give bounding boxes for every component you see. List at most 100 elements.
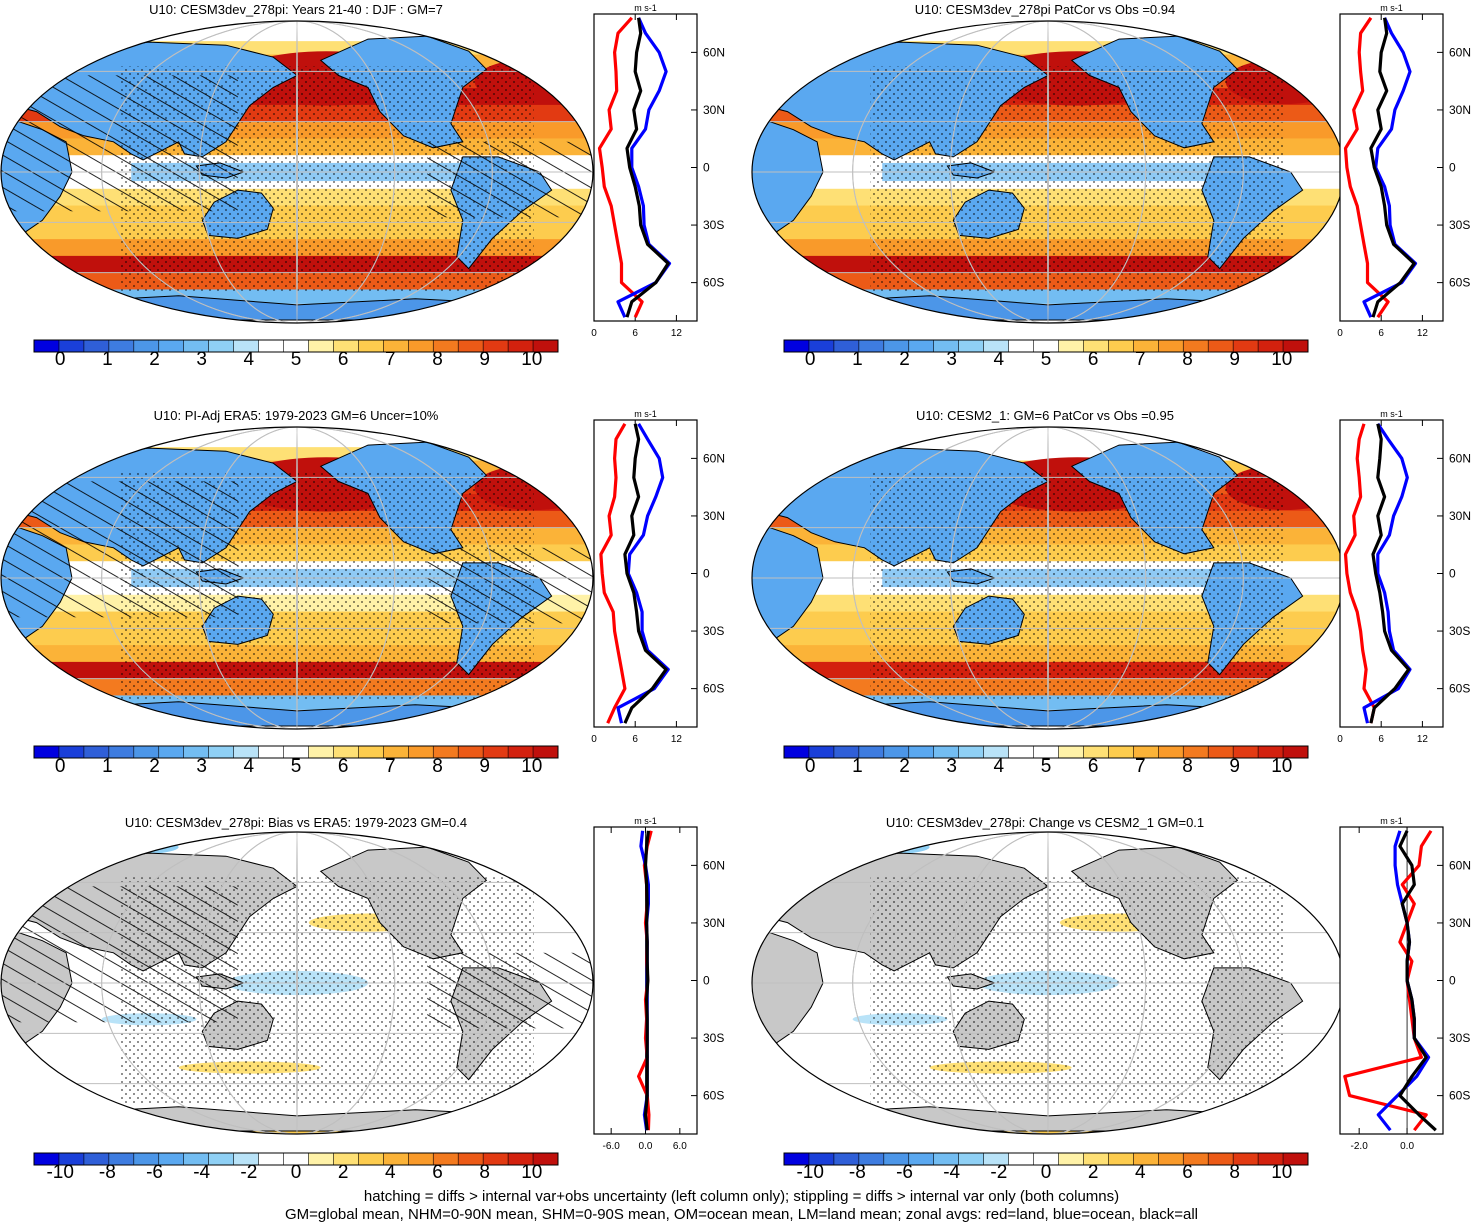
colorbar-cell — [283, 340, 309, 352]
graticule — [752, 427, 1344, 729]
colorbar-cell — [108, 340, 135, 352]
zonal-ytick-label: 60N — [1449, 858, 1471, 872]
colorbar-cell — [1033, 746, 1059, 758]
colorbar-cell — [784, 746, 810, 758]
colorbar-cell — [258, 340, 285, 352]
zonal-line-ocean — [1362, 422, 1412, 724]
colorbar-cell — [883, 1153, 910, 1165]
colorbar-cell — [333, 1153, 359, 1165]
zonal-xtick-label: 0.0 — [639, 1141, 653, 1152]
zonal-xtick-label: 0 — [591, 328, 597, 339]
colorbar-cell — [208, 1153, 235, 1165]
colorbar-label: 8 — [479, 1162, 490, 1183]
colorbar-cell — [1058, 746, 1084, 758]
zonal-ytick-label: 0 — [1449, 974, 1456, 988]
colorbar-cell — [833, 1153, 860, 1165]
colorbar-cell — [283, 1153, 309, 1165]
colorbar-label: 10 — [521, 349, 542, 370]
colorbar-cell — [83, 746, 110, 758]
graticule — [1, 427, 593, 729]
colorbar-cell — [508, 1153, 534, 1165]
colorbar-label: 2 — [899, 756, 910, 777]
colorbar-cell — [1083, 1153, 1109, 1165]
zonal-line-all — [1398, 830, 1437, 1132]
footnote-line-1: hatching = diffs > internal var+obs unce… — [363, 1188, 1120, 1205]
colorbar-label: -8 — [849, 1162, 866, 1183]
colorbar-frame — [783, 339, 1309, 353]
colorbar-cell — [1133, 1153, 1159, 1165]
meridian-line — [101, 21, 493, 323]
colorbar-cell — [483, 1153, 509, 1165]
zonal-xtick-label: 6 — [1378, 734, 1384, 745]
colorbar-label: 8 — [1229, 1162, 1240, 1183]
colorbar-cell — [34, 1153, 60, 1165]
colorbar-label: 6 — [1088, 756, 1099, 777]
colorbar-cell — [1183, 340, 1209, 352]
colorbar-cell — [158, 746, 185, 758]
zonal-line-all — [625, 17, 670, 318]
colorbar-label: 7 — [385, 349, 396, 370]
colorbar-cell — [458, 746, 484, 758]
colorbar-cell — [83, 340, 110, 352]
colorbar-label: 5 — [291, 349, 302, 370]
continent-africa — [752, 927, 824, 1051]
graticule — [1, 21, 593, 323]
colorbar-cell — [1258, 340, 1284, 352]
colorbar-cell — [533, 340, 559, 352]
colorbar-cell — [1058, 1153, 1084, 1165]
continent-greenland — [491, 432, 565, 473]
meridian-line — [296, 21, 298, 323]
colorbar-cell — [208, 340, 235, 352]
zonal-line-land — [597, 16, 644, 318]
colorbar-cell — [883, 746, 910, 758]
zonal-xtick-label: 6 — [1378, 328, 1384, 339]
zonal-ytick-label: 0 — [703, 567, 710, 581]
colorbar-cell — [208, 746, 235, 758]
colorbar-cell — [1208, 1153, 1234, 1165]
zonal-xtick-label: -2.0 — [1351, 1141, 1369, 1152]
meridian-line — [198, 21, 396, 323]
colorbar-cell — [1033, 340, 1059, 352]
hatching — [1, 481, 238, 618]
colorbar-frame — [783, 1152, 1309, 1166]
map-field — [1, 21, 593, 323]
colorbar-cell — [233, 746, 260, 758]
meridian-line — [1047, 21, 1049, 323]
colorbar-cell — [133, 340, 160, 352]
colorbar-label: 2 — [149, 756, 160, 777]
graticule — [752, 832, 1344, 1134]
colorbar-cell — [308, 1153, 334, 1165]
zonal-ytick-label: 60S — [703, 276, 724, 290]
zonal-xtick-label: 12 — [1417, 328, 1429, 339]
panel-5: U10: CESM3dev_278pi: Bias vs ERA5: 1979-… — [0, 815, 725, 1183]
colorbar-cell — [958, 340, 985, 352]
colorbar-label: 6 — [1182, 1162, 1193, 1183]
colorbar-cell — [1158, 1153, 1184, 1165]
colorbar-cell — [1283, 340, 1309, 352]
zonal-frame — [593, 419, 698, 728]
colorbar-label: 0 — [55, 349, 66, 370]
colorbar-label: 6 — [432, 1162, 443, 1183]
continent-europe — [562, 50, 593, 113]
colorbar-cell — [383, 340, 409, 352]
zonal-unit-label: m s-1 — [1380, 3, 1403, 13]
continent-africa — [752, 116, 824, 240]
zonal-xtick-label: 0 — [1337, 328, 1343, 339]
map-field — [752, 21, 1344, 323]
colorbar-label: 4 — [244, 349, 255, 370]
colorbar-cell — [408, 746, 434, 758]
zonal-ytick-label: 30N — [703, 509, 725, 523]
meridian-line — [852, 427, 1244, 729]
hatching — [427, 547, 593, 624]
meridian-line — [852, 21, 1244, 323]
colorbar-label: 7 — [1135, 349, 1146, 370]
colorbar-cell — [1258, 1153, 1284, 1165]
colorbar-cell — [808, 1153, 835, 1165]
zonal-ytick-label: 30N — [1449, 916, 1471, 930]
zonal-ytick-label: 60S — [1449, 1089, 1470, 1103]
zonal-ytick-label: 30N — [1449, 103, 1471, 117]
zonal-frame — [1339, 419, 1444, 728]
colorbar-cell — [1158, 746, 1184, 758]
zonal-ytick-label: 30N — [1449, 509, 1471, 523]
colorbar-cell — [258, 1153, 285, 1165]
